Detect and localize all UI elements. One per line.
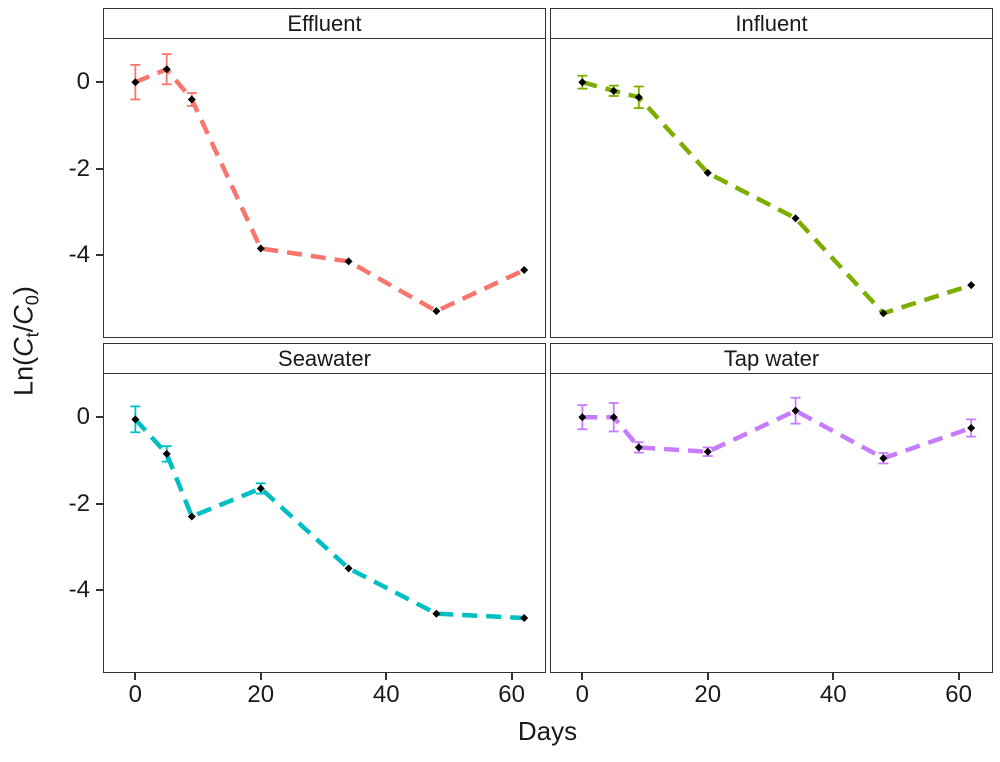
data-point bbox=[344, 564, 353, 573]
data-point bbox=[791, 214, 800, 223]
x-tick-label: 0 bbox=[128, 681, 143, 708]
data-point bbox=[609, 413, 618, 422]
data-point bbox=[432, 609, 441, 618]
series-line bbox=[582, 408, 972, 461]
x-tick-mark bbox=[706, 673, 709, 680]
panel-tap-water: Tap water bbox=[550, 343, 993, 673]
strip-title-tap-water: Tap water bbox=[551, 344, 992, 374]
y-tick-label: 0 bbox=[76, 68, 90, 96]
data-point bbox=[578, 413, 587, 422]
x-axis-title: Days bbox=[517, 716, 578, 746]
plot-area-tap-water bbox=[551, 374, 990, 672]
data-point bbox=[634, 93, 643, 102]
data-point bbox=[879, 309, 888, 318]
data-point bbox=[131, 415, 140, 424]
data-point bbox=[791, 406, 800, 415]
y-tick-label: -4 bbox=[68, 240, 90, 268]
data-point bbox=[344, 257, 353, 266]
x-tick-label: 20 bbox=[694, 681, 722, 708]
data-point bbox=[879, 454, 888, 463]
x-tick-mark bbox=[581, 673, 584, 680]
plot-svg-effluent bbox=[130, 53, 529, 316]
data-point bbox=[703, 168, 712, 177]
y-tick-label: 0 bbox=[76, 403, 90, 431]
series-line bbox=[134, 66, 526, 314]
strip-title-influent: Influent bbox=[551, 9, 992, 39]
series-line bbox=[581, 80, 972, 316]
data-point bbox=[967, 423, 976, 432]
data-point bbox=[256, 244, 265, 253]
data-point bbox=[703, 447, 712, 456]
x-tick-label: 40 bbox=[819, 681, 847, 708]
x-tick-mark bbox=[957, 673, 960, 680]
plot-area-influent bbox=[551, 39, 990, 337]
y-tick-mark bbox=[96, 502, 103, 505]
data-point bbox=[634, 443, 643, 452]
x-tick-mark bbox=[510, 673, 513, 680]
y-tick-mark bbox=[96, 81, 103, 84]
y-tick-mark bbox=[96, 253, 103, 256]
panel-effluent: Effluent bbox=[103, 8, 546, 338]
x-tick-mark bbox=[134, 673, 137, 680]
plot-svg-influent bbox=[577, 74, 976, 318]
x-tick-label: 40 bbox=[372, 681, 400, 708]
y-axis-title: Ln(Ct/C0) bbox=[8, 286, 43, 396]
data-point bbox=[432, 307, 441, 316]
data-point bbox=[256, 484, 265, 493]
y-tick-mark bbox=[96, 588, 103, 591]
data-point bbox=[609, 86, 618, 95]
plot-area-seawater bbox=[104, 374, 543, 672]
plot-area-effluent bbox=[104, 39, 543, 337]
x-tick-label: 0 bbox=[575, 681, 590, 708]
y-tick-label: -2 bbox=[68, 154, 90, 182]
y-tick-label: -2 bbox=[68, 489, 90, 517]
y-tick-mark bbox=[96, 416, 103, 419]
plot-svg-tap-water bbox=[577, 396, 977, 465]
panel-seawater: Seawater bbox=[103, 343, 546, 673]
data-point bbox=[578, 78, 587, 87]
y-tick-mark bbox=[96, 167, 103, 170]
x-tick-mark bbox=[385, 673, 388, 680]
x-tick-label: 60 bbox=[498, 681, 525, 708]
data-point bbox=[967, 281, 976, 290]
strip-title-seawater: Seawater bbox=[104, 344, 545, 374]
y-tick-label: -4 bbox=[68, 575, 90, 603]
plot-svg-seawater bbox=[130, 405, 529, 623]
data-point bbox=[162, 449, 171, 458]
x-tick-label: 20 bbox=[247, 681, 275, 708]
panel-influent: Influent bbox=[550, 8, 993, 338]
x-tick-label: 60 bbox=[945, 681, 972, 708]
panel-grid: Effluent Influent Seawater Tap water bbox=[103, 8, 993, 673]
data-point bbox=[520, 266, 529, 275]
x-tick-mark bbox=[259, 673, 262, 680]
x-tick-mark bbox=[832, 673, 835, 680]
data-point bbox=[520, 614, 529, 623]
strip-title-effluent: Effluent bbox=[104, 9, 545, 39]
data-point bbox=[162, 65, 171, 74]
data-point bbox=[131, 78, 140, 87]
data-point bbox=[187, 95, 196, 104]
data-point bbox=[187, 512, 196, 521]
series-line bbox=[133, 417, 525, 621]
